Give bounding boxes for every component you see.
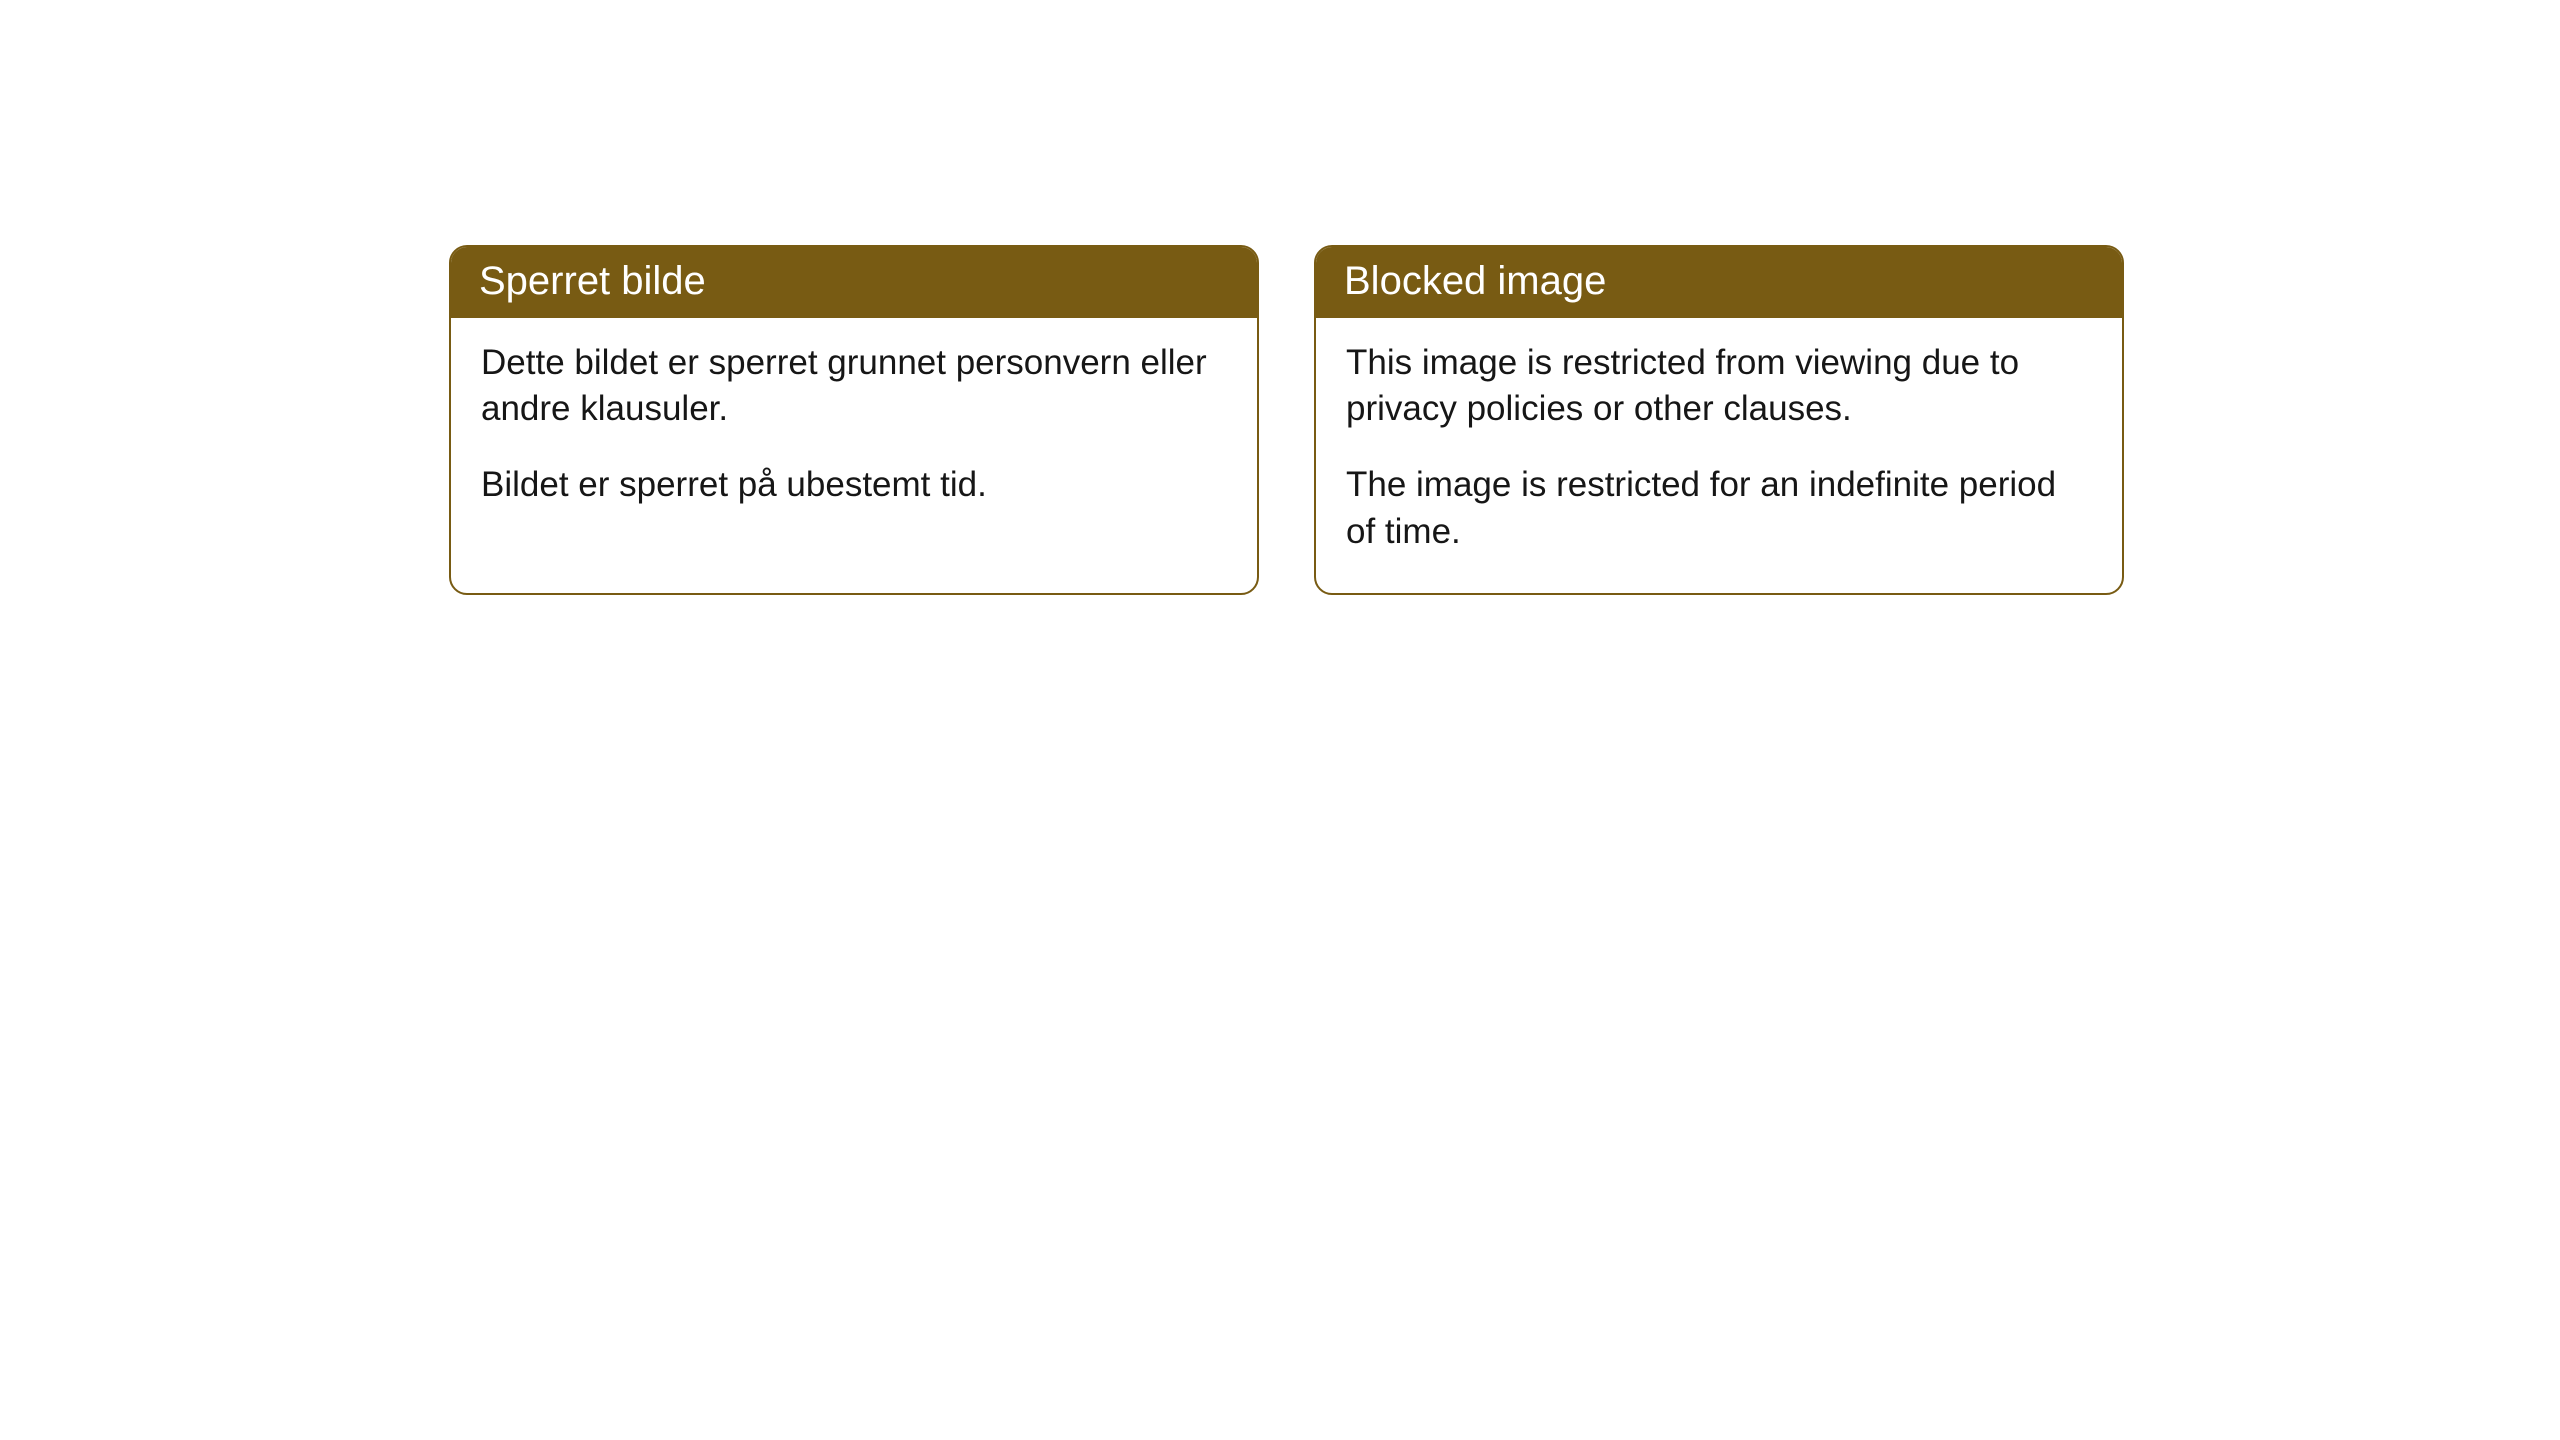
card-title: Sperret bilde [479,259,706,303]
card-body: This image is restricted from viewing du… [1316,318,2122,593]
card-paragraph-2: Bildet er sperret på ubestemt tid. [481,462,1227,508]
card-header: Blocked image [1316,247,2122,318]
card-title: Blocked image [1344,259,1606,303]
card-paragraph-1: Dette bildet er sperret grunnet personve… [481,340,1227,432]
blocked-image-card-english: Blocked image This image is restricted f… [1314,245,2124,595]
card-body: Dette bildet er sperret grunnet personve… [451,318,1257,547]
blocked-image-card-norwegian: Sperret bilde Dette bildet er sperret gr… [449,245,1259,595]
card-paragraph-1: This image is restricted from viewing du… [1346,340,2092,432]
cards-container: Sperret bilde Dette bildet er sperret gr… [449,245,2124,595]
card-paragraph-2: The image is restricted for an indefinit… [1346,462,2092,554]
card-header: Sperret bilde [451,247,1257,318]
